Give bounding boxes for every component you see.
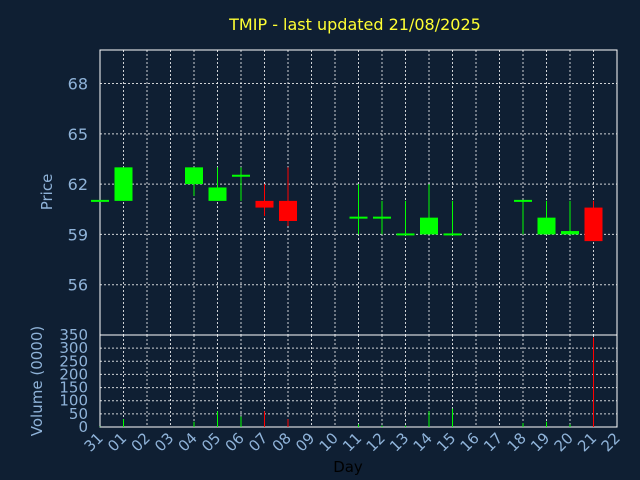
candle-body (279, 200, 297, 221)
candle-body (443, 233, 462, 236)
candle (279, 167, 297, 227)
x-tick-label: 02 (128, 429, 154, 455)
candle-body (349, 216, 368, 219)
candle (396, 200, 415, 236)
candle-body (537, 217, 556, 235)
candle (420, 184, 438, 235)
price-tick-label: 65 (68, 125, 88, 144)
candle (208, 167, 227, 201)
price-tick-label: 56 (68, 276, 88, 295)
chart-title: TMIP - last updated 21/08/2025 (228, 15, 481, 34)
candle-body (91, 199, 109, 202)
x-tick-label: 08 (269, 429, 295, 455)
volume-axis-label: Volume (0000) (28, 326, 46, 436)
candle (232, 167, 250, 201)
x-tick-label: 01 (104, 429, 130, 455)
x-tick-label: 11 (339, 429, 365, 455)
x-tick-label: 06 (222, 429, 248, 455)
x-tick-label: 14 (410, 429, 436, 455)
x-tick-label: 07 (245, 429, 271, 455)
volume-tick-label: 250 (59, 352, 88, 370)
x-tick-label: 21 (574, 429, 600, 455)
volume-tick-label: 200 (59, 365, 88, 383)
candle (373, 200, 391, 235)
candle (584, 200, 603, 242)
volume-tick-label: 0 (78, 418, 88, 436)
candle-body (561, 231, 579, 235)
candle (114, 167, 133, 201)
candle (514, 199, 532, 235)
price-tick-label: 62 (68, 175, 88, 194)
candle-body (114, 167, 133, 201)
x-tick-label: 22 (598, 429, 624, 455)
candle-body (420, 217, 438, 235)
x-axis-label: Day (333, 458, 363, 476)
volume-tick-label: 100 (59, 392, 88, 410)
x-tick-label: 18 (504, 429, 530, 455)
x-tick-label: 03 (151, 429, 177, 455)
candle (561, 200, 579, 235)
candle-body (514, 199, 532, 202)
x-tick-label: 05 (198, 429, 224, 455)
x-tick-label: 19 (527, 429, 553, 455)
x-tick-label: 16 (457, 429, 483, 455)
candle (185, 167, 203, 196)
candle-body (232, 174, 250, 177)
price-axis-ticks: 56 59 62 65 68 (68, 75, 88, 295)
x-tick-label: 09 (292, 429, 318, 455)
candle (537, 200, 556, 235)
candle-body (185, 167, 203, 185)
candle-body (396, 233, 415, 236)
x-tick-label: 20 (551, 429, 577, 455)
candle-body (255, 200, 274, 208)
candle-body (373, 216, 391, 219)
x-tick-label: 15 (433, 429, 459, 455)
volume-tick-label: 50 (69, 405, 88, 423)
price-axis-label: Price (38, 174, 56, 211)
x-tick-label: 04 (175, 429, 201, 455)
candle (443, 200, 462, 236)
candle (349, 184, 368, 235)
candle (255, 184, 274, 216)
x-tick-label: 13 (386, 429, 412, 455)
price-tick-label: 59 (68, 225, 88, 244)
volume-bars (99, 337, 594, 427)
x-tick-label: 12 (363, 429, 389, 455)
volume-tick-label: 150 (59, 379, 88, 397)
candles (91, 167, 603, 242)
candle-body (208, 187, 227, 201)
volume-tick-label: 350 (59, 326, 88, 344)
volume-tick-label: 300 (59, 339, 88, 357)
candle (91, 199, 109, 202)
price-tick-label: 68 (68, 75, 88, 94)
x-axis-ticks: 3101020304050607080910111213141516171819… (81, 429, 624, 455)
x-tick-label: 17 (480, 429, 506, 455)
x-tick-label: 10 (316, 429, 342, 455)
candle-body (584, 207, 603, 242)
